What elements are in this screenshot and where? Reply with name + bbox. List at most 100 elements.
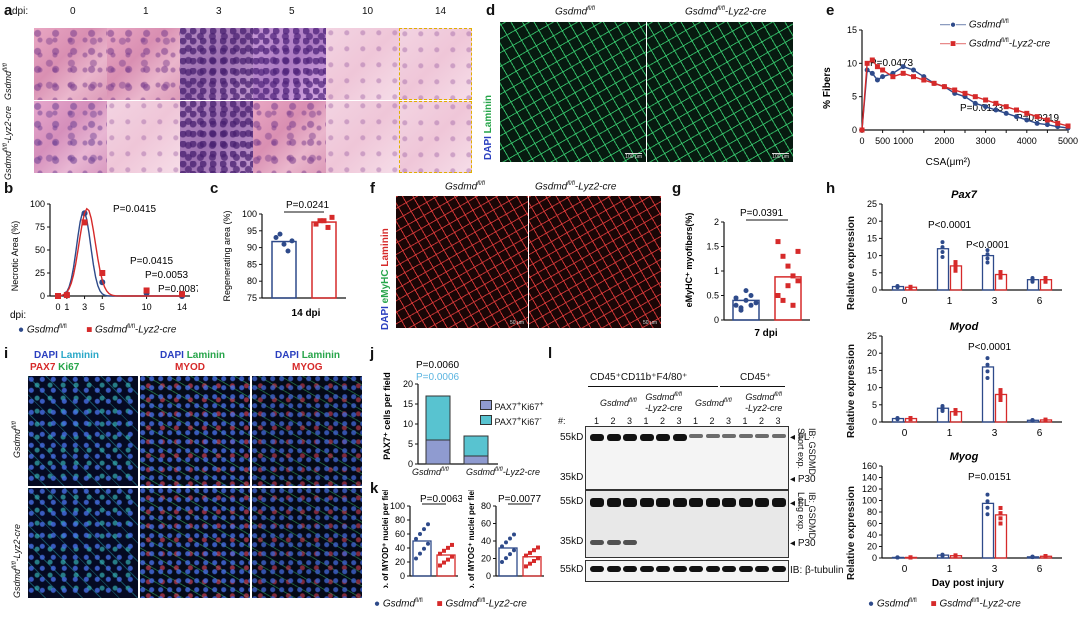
g-point [733, 302, 739, 308]
l-lane-9: 3 [726, 416, 732, 426]
chart-j: PAX7⁺ cells per field P=0.0060 P=0.0006 … [382, 360, 498, 469]
i-h3: DAPI Laminin [275, 350, 341, 361]
bc-legend: ● Gsdmdfl/fl ■ Gsdmdfl/fl-Lyz2-cre [18, 324, 177, 336]
ik-legend-marker-1: ● [374, 598, 381, 610]
chart-k2-point [532, 548, 536, 553]
chart-h3-xtick-label: 6 [1037, 564, 1043, 575]
chart-k1-point [422, 546, 426, 551]
a-img-ctrl-0 [34, 28, 107, 100]
chart-h3-ytick-label: 100 [862, 496, 877, 506]
l-lane-4: 1 [643, 416, 649, 426]
b-ylabel: Necrotic Area (%) [10, 221, 20, 292]
chart-k1-point [438, 551, 442, 556]
chart-h2-ytick-label: 15 [867, 365, 877, 375]
j-ytick-label: 15 [403, 399, 413, 409]
chart-h2-xtick-label: 6 [1037, 428, 1043, 439]
g-p: P=0.0391 [740, 208, 784, 219]
chart-h1-point [1030, 276, 1035, 281]
g-point [748, 293, 754, 298]
d-scale-2: 100 μm [772, 153, 789, 160]
g-point [775, 239, 781, 245]
c-ytick-label: 75 [247, 293, 257, 303]
chart-h2-point [895, 416, 900, 421]
l-band [590, 434, 604, 441]
d-col2: Gsdmdfl/fl-Lyz2-cre [685, 6, 767, 18]
bc-legend-marker-1: ● [18, 324, 25, 336]
j-ylabel: PAX7⁺ cells per field [382, 372, 392, 460]
b-point [99, 270, 106, 276]
e-point [1003, 104, 1009, 110]
j-legend: PAX7+Ki67+ PAX7+Ki67- [480, 398, 544, 428]
chart-k2-point [512, 548, 516, 553]
a-img-ko-5 [253, 101, 326, 173]
chart-h2-point [1030, 418, 1035, 423]
f-img-ctrl: 50 μm [396, 196, 528, 328]
d-img-ko: 100 μm [647, 22, 793, 162]
b-xtick-label: 0 [55, 302, 60, 312]
chart-h3-ytick-label: 0 [872, 553, 877, 563]
h-title-myog: Myog [950, 451, 979, 463]
l-band [656, 498, 670, 507]
j-legend-swatch-1 [480, 400, 492, 410]
e-xtick-label: 2000 [934, 136, 954, 146]
chart-h3-point [985, 492, 990, 497]
j-legend-swatch-2 [480, 415, 492, 425]
chart-h1-point [998, 270, 1003, 275]
ik-legend-marker-2: ■ [436, 598, 443, 610]
g-point [785, 283, 791, 289]
chart-h3-point [985, 505, 990, 510]
i-h2b: MYOD [175, 362, 205, 373]
chart-h3-bar [981, 502, 995, 559]
e-legend-2: —■— Gsdmdfl/fl-Lyz2-cre [940, 38, 1051, 50]
a-img-ko-14 [399, 101, 472, 173]
l-lane-7: 1 [693, 416, 699, 426]
c-point [273, 235, 279, 241]
chart-h3-point [895, 555, 900, 560]
chart-h1-ytick-label: 5 [872, 268, 877, 278]
g-point [785, 263, 791, 269]
e-point [1034, 120, 1040, 126]
j-ytick-label: 20 [403, 379, 413, 389]
l-grp2: CD45⁺ [740, 372, 771, 383]
a-img-ko-1 [107, 101, 180, 173]
d-side-label: DAPI Laminin [483, 94, 494, 160]
panel-label-k: k [370, 480, 379, 497]
e-point [1003, 110, 1009, 116]
l-s3: Gsdmdfl/fl [695, 398, 732, 408]
h-ylabel-1: Relative expression [846, 216, 857, 310]
chart-h2-point [985, 356, 990, 361]
e-point [859, 127, 865, 133]
l-band [738, 498, 753, 507]
h-title-myod: Myod [950, 321, 979, 333]
e-ylabel: % Fibers [822, 67, 833, 109]
e-point [1055, 120, 1061, 126]
l-lane-8: 2 [709, 416, 715, 426]
g-point [780, 253, 786, 259]
e-xtick-label: 500 [875, 136, 890, 146]
chart-e: CSA(μm²) % Fibers P=0.0473 P=0.0123 P=0.… [822, 25, 1078, 168]
b-ytick-label: 25 [35, 268, 45, 278]
g-ytick-label: 0.5 [706, 291, 719, 301]
j-bar-seg [463, 455, 489, 465]
e-point [1044, 117, 1050, 123]
panel-label-f: f [370, 180, 375, 197]
chart-h3-point [985, 499, 990, 504]
panel-label-i: i [4, 345, 9, 362]
chart-k2-point [508, 536, 512, 541]
g-point [743, 288, 749, 294]
b-xtick-label: 10 [142, 302, 152, 312]
l-band [639, 434, 654, 441]
chart-k2-ytick-label: 0 [486, 571, 491, 581]
chart-k2-point [504, 540, 508, 545]
b-ytick-label: 100 [30, 199, 45, 209]
chart-h3-ytick-label: 60 [867, 519, 877, 529]
h-ylabel-2: Relative expression [846, 344, 857, 438]
i-h3b: MYOG [292, 362, 323, 373]
c-point [325, 224, 331, 230]
l-band [606, 434, 621, 441]
l-lane-3: 3 [627, 416, 633, 426]
e-point [911, 67, 916, 73]
l-band [755, 566, 769, 572]
chart-k2-ytick-label: 40 [481, 536, 491, 546]
g-point [780, 297, 786, 303]
